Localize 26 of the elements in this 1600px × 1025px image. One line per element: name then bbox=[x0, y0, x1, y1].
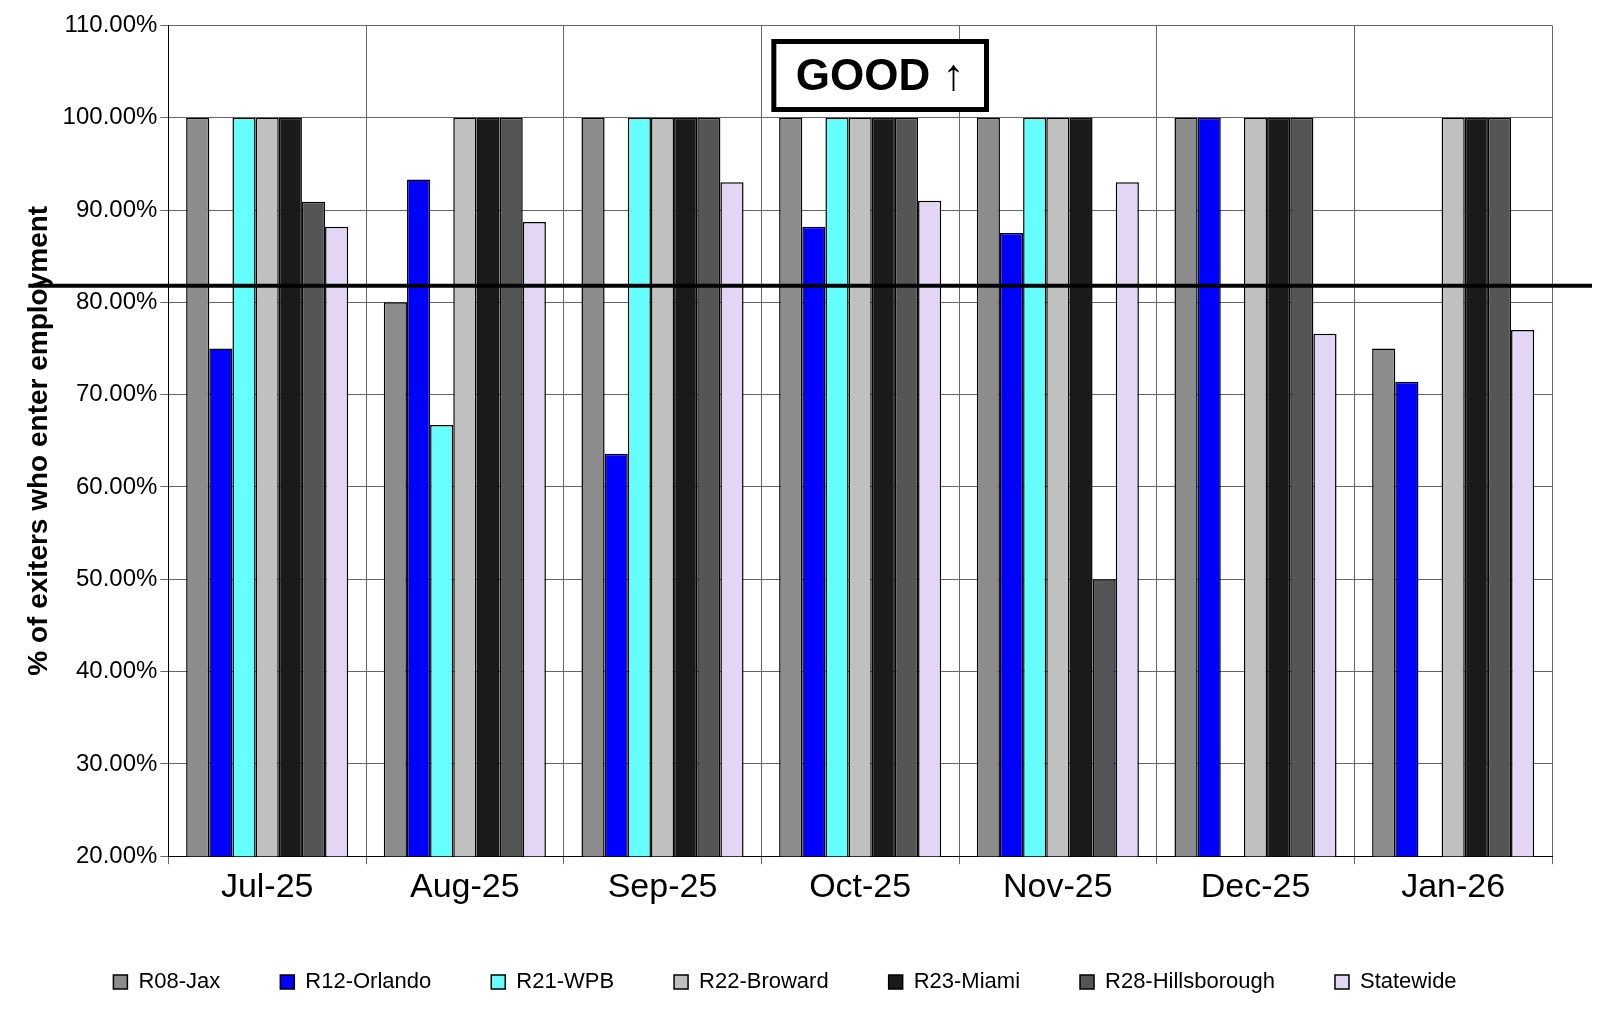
x-tick-label: Jul-25 bbox=[220, 865, 314, 904]
x-tick-label: Dec-25 bbox=[1200, 865, 1311, 904]
y-tick-label: 90.00% bbox=[75, 194, 158, 222]
y-tick-label: 80.00% bbox=[75, 286, 158, 314]
x-tick-label: Jan-26 bbox=[1401, 865, 1506, 904]
legend-label: R22-Broward bbox=[699, 968, 829, 994]
y-tick-label: 30.00% bbox=[75, 748, 158, 776]
legend-label: R23-Miami bbox=[913, 968, 1021, 994]
legend-label: R28-Hillsborough bbox=[1105, 968, 1275, 994]
y-axis-title: % of exiters who enter employment bbox=[21, 205, 53, 676]
x-tick-label: Aug-25 bbox=[410, 865, 520, 904]
y-tick-label: 100.00% bbox=[62, 102, 158, 130]
legend-label: Statewide bbox=[1359, 968, 1457, 994]
annotation: GOOD ↑ bbox=[795, 49, 965, 99]
y-tick-label: 50.00% bbox=[75, 563, 158, 591]
y-tick-label: 110.00% bbox=[64, 10, 158, 38]
legend-label: R12-Orlando bbox=[305, 968, 432, 994]
x-tick-label: Oct-25 bbox=[809, 865, 912, 904]
y-tick-label: 40.00% bbox=[75, 656, 158, 684]
y-tick-label: 60.00% bbox=[75, 471, 158, 499]
y-tick-label: 20.00% bbox=[75, 840, 158, 868]
legend-label: R21-WPB bbox=[516, 968, 615, 994]
x-tick-label: Nov-25 bbox=[1003, 865, 1113, 904]
legend-label: R08-Jax bbox=[138, 968, 221, 994]
y-tick-label: 70.00% bbox=[75, 379, 158, 407]
x-tick-label: Sep-25 bbox=[607, 865, 718, 904]
